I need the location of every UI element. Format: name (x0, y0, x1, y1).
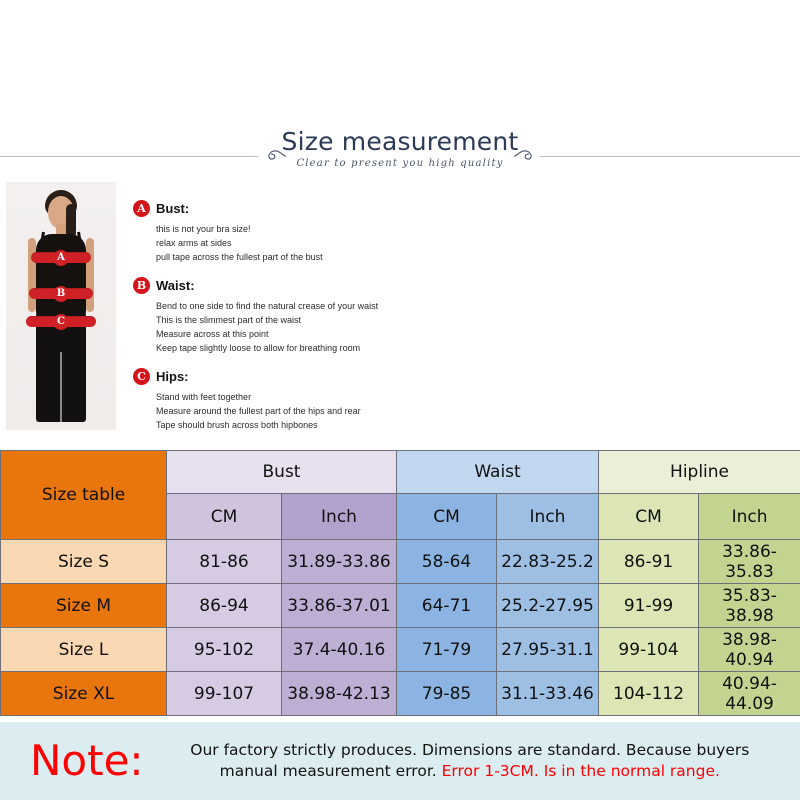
instruction-group-bust: A Bust: this is not your bra size! relax… (133, 200, 533, 264)
model-neck (56, 224, 66, 237)
table-group-hipline: Hipline (598, 450, 800, 494)
cell-bust-inch: 33.86-37.01 (281, 583, 397, 628)
table-row: Size S 81-86 31.89-33.86 58-64 22.83-25.… (0, 539, 800, 584)
cell-hip-cm: 91-99 (598, 583, 700, 628)
instruction-title: Bust: (156, 201, 190, 216)
table-unit-bust-inch: Inch (281, 493, 397, 540)
cell-waist-inch: 25.2-27.95 (495, 583, 600, 628)
table-head: Size table Bust Waist Hipline CM Inch CM… (0, 450, 800, 540)
instruction-line: Bend to one side to find the natural cre… (156, 301, 379, 311)
instruction-line: Tape should brush across both hipbones (156, 420, 318, 430)
model-photo: A B C (6, 182, 116, 430)
instruction-title: Hips: (156, 369, 189, 384)
header-rule-right (540, 156, 800, 157)
note-line-1: Our factory strictly produces. Dimension… (190, 741, 750, 759)
header-section: Size measurement Clear to present you hi… (0, 127, 800, 430)
table-unit-hip-inch: Inch (698, 493, 800, 540)
swirl-flourish-left-icon (262, 148, 288, 164)
cell-hip-cm: 86-91 (598, 539, 700, 584)
model-arm-left (28, 238, 36, 312)
instruction-heading: C Hips: (133, 368, 533, 385)
measurement-instructions: A Bust: this is not your bra size! relax… (133, 200, 533, 445)
cell-hip-inch: 40.94-44.09 (698, 671, 800, 716)
table-row: Size M 86-94 33.86-37.01 64-71 25.2-27.9… (0, 583, 800, 628)
cell-hip-inch: 33.86-35.83 (698, 539, 800, 584)
cell-waist-cm: 71-79 (396, 627, 497, 672)
instruction-lines: Bend to one side to find the natural cre… (156, 299, 533, 355)
instruction-line: pull tape across the fullest part of the… (156, 252, 323, 262)
cell-hip-cm: 99-104 (598, 627, 700, 672)
instruction-title: Waist: (156, 278, 195, 293)
instruction-line: Stand with feet together (156, 392, 252, 402)
cell-waist-inch: 22.83-25.2 (495, 539, 600, 584)
table-corner-label: Size table (0, 450, 167, 540)
band-marker-b: B (53, 286, 69, 302)
page-subtitle: Clear to present you high quality (296, 157, 504, 169)
cell-waist-cm: 64-71 (396, 583, 497, 628)
cell-waist-cm: 79-85 (396, 671, 497, 716)
table-group-bust: Bust (166, 450, 397, 494)
table-row: Size L 95-102 37.4-40.16 71-79 27.95-31.… (0, 627, 800, 672)
instruction-heading: B Waist: (133, 277, 533, 294)
note-text: Our factory strictly produces. Dimension… (162, 740, 800, 782)
instruction-line: this is not your bra size! (156, 224, 251, 234)
table-unit-waist-cm: CM (396, 493, 497, 540)
instruction-lines: Stand with feet together Measure around … (156, 390, 533, 432)
table-row: Size XL 99-107 38.98-42.13 79-85 31.1-33… (0, 671, 800, 716)
note-line-2-black: manual measurement error. (219, 762, 442, 780)
cell-hip-inch: 35.83-38.98 (698, 583, 800, 628)
instruction-line: Measure around the fullest part of the h… (156, 406, 361, 416)
cell-waist-inch: 31.1-33.46 (495, 671, 600, 716)
instruction-line: Measure across at this point (156, 329, 269, 339)
model-camisole (36, 234, 86, 316)
row-size-label: Size XL (0, 671, 167, 716)
table-group-header-row: Size table Bust Waist Hipline (0, 450, 800, 540)
note-label: Note: (30, 736, 144, 785)
note-line-2-red: Error 1-3CM. Is in the normal range. (441, 762, 720, 780)
cell-bust-inch: 38.98-42.13 (281, 671, 397, 716)
header-rule-left (0, 156, 258, 157)
cell-bust-cm: 86-94 (166, 583, 282, 628)
cell-bust-cm: 81-86 (166, 539, 282, 584)
cell-hip-inch: 38.98-40.94 (698, 627, 800, 672)
instruction-line: This is the slimmest part of the waist (156, 315, 302, 325)
instruction-group-hips: C Hips: Stand with feet together Measure… (133, 368, 533, 432)
instruction-lines: this is not your bra size! relax arms at… (156, 222, 533, 264)
model-arm-right (86, 238, 94, 312)
instruction-heading: A Bust: (133, 200, 533, 217)
table-unit-waist-inch: Inch (495, 493, 600, 540)
table-group-waist: Waist (395, 450, 600, 494)
table-unit-header-row: CM Inch CM Inch CM Inch (1, 493, 800, 540)
cell-bust-inch: 31.89-33.86 (281, 539, 397, 584)
cell-hip-cm: 104-112 (598, 671, 700, 716)
badge-b-icon: B (133, 277, 150, 294)
model-leg-gap (60, 352, 62, 422)
page-title-block: Size measurement Clear to present you hi… (0, 128, 800, 169)
note-bar: Note: Our factory strictly produces. Dim… (0, 722, 800, 800)
cell-bust-cm: 99-107 (166, 671, 282, 716)
table-unit-bust-cm: CM (166, 493, 282, 540)
model-hair-strand (66, 204, 76, 238)
instruction-line: relax arms at sides (156, 238, 232, 248)
table-unit-hip-cm: CM (598, 493, 700, 540)
page-title: Size measurement (281, 127, 519, 156)
row-size-label: Size S (0, 539, 167, 584)
band-marker-c: C (53, 314, 69, 330)
instruction-line: Keep tape slightly loose to allow for br… (156, 343, 361, 353)
cell-bust-inch: 37.4-40.16 (281, 627, 397, 672)
table-body: Size S 81-86 31.89-33.86 58-64 22.83-25.… (0, 539, 800, 716)
instruction-group-waist: B Waist: Bend to one side to find the na… (133, 277, 533, 355)
swirl-flourish-right-icon (512, 148, 538, 164)
cell-waist-inch: 27.95-31.1 (495, 627, 600, 672)
row-size-label: Size L (0, 627, 167, 672)
row-size-label: Size M (0, 583, 167, 628)
band-marker-a: A (53, 250, 69, 266)
badge-a-icon: A (133, 200, 150, 217)
size-table: Size table Bust Waist Hipline CM Inch CM… (0, 450, 800, 716)
badge-c-icon: C (133, 368, 150, 385)
cell-waist-cm: 58-64 (396, 539, 497, 584)
cell-bust-cm: 95-102 (166, 627, 282, 672)
